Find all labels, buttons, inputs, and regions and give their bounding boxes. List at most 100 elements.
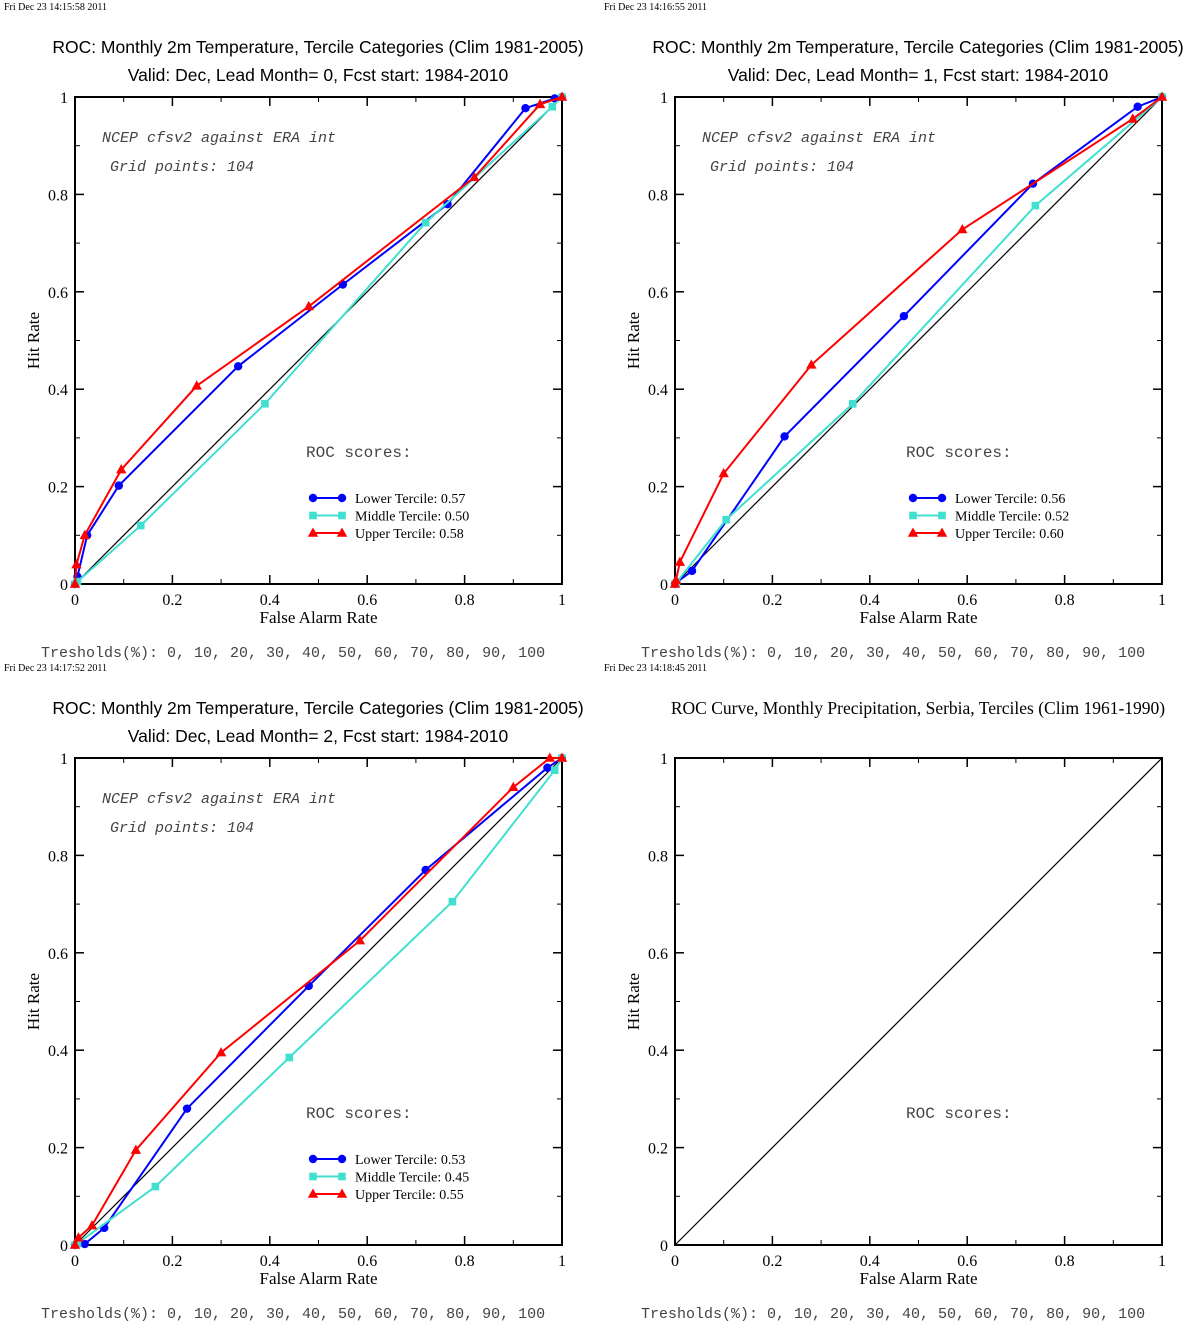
x-tick-label: 0 [71, 1253, 79, 1270]
x-tick-label: 1 [558, 1253, 566, 1270]
y-tick-label: 0.6 [48, 285, 68, 302]
data-point-lower [233, 362, 243, 371]
timestamp: Fri Dec 23 14:18:45 2011 [604, 663, 707, 674]
annotation-grid-points: Grid points: 104 [110, 159, 254, 176]
data-point-upper [86, 1220, 98, 1230]
data-point-middle [151, 1182, 160, 1191]
legend-label: Middle Tercile: 0.45 [355, 1171, 469, 1186]
data-point-upper [73, 1232, 84, 1242]
y-tick-label: 1 [660, 90, 668, 107]
legend-marker [937, 493, 947, 503]
data-point-upper [556, 91, 568, 101]
legend-item-upper: Upper Tercile: 0.58 [307, 527, 464, 542]
x-axis-label: False Alarm Rate [259, 608, 377, 627]
data-point-lower [899, 311, 909, 321]
y-axis-label: Hit Rate [24, 312, 43, 369]
legend-marker [308, 493, 318, 503]
thresholds-footer: Tresholds(%): 0, 10, 20, 30, 40, 50, 60,… [41, 1306, 545, 1322]
data-point-upper [674, 556, 686, 566]
data-point-middle [1031, 201, 1040, 210]
data-point-upper [130, 1144, 142, 1154]
y-tick-label: 0 [660, 1238, 668, 1255]
x-axis-label: False Alarm Rate [259, 1269, 377, 1288]
data-point-lower [114, 481, 124, 490]
data-point-lower [543, 763, 552, 772]
x-tick-label: 0.8 [1055, 592, 1075, 609]
data-point-middle [550, 766, 559, 774]
data-point-lower [443, 199, 452, 209]
legend-marker [308, 1154, 318, 1164]
x-axis-label: False Alarm Rate [859, 608, 977, 627]
legend-label: Middle Tercile: 0.50 [355, 510, 469, 525]
x-tick-label: 1 [1158, 1253, 1166, 1270]
y-tick-label: 0.4 [48, 382, 68, 399]
data-point-upper [116, 464, 127, 474]
data-point-upper [69, 1239, 81, 1249]
y-tick-label: 0 [660, 577, 668, 594]
data-point-lower [182, 1104, 192, 1113]
data-point-upper [556, 752, 568, 762]
chart-panel-4: Fri Dec 23 14:18:45 2011 ROC Curve, Month… [604, 663, 1166, 1322]
annotation-model: NCEP cfsv2 against ERA int [702, 130, 936, 147]
y-tick-label: 0.6 [48, 946, 68, 963]
no-skill-diagonal [74, 757, 563, 1246]
x-tick-label: 0 [71, 592, 79, 609]
x-tick-label: 0.8 [1055, 1253, 1075, 1270]
legend-marker [337, 493, 347, 503]
y-tick-label: 0.4 [648, 382, 668, 399]
chart-panel-3: Fri Dec 23 14:17:52 2011 ROC: Monthly 2m … [4, 663, 584, 1322]
chart-title: ROC: Monthly 2m Temperature, Tercile Cat… [652, 37, 1183, 57]
legend-item-middle: Middle Tercile: 0.52 [909, 510, 1069, 525]
x-tick-label: 0.8 [455, 1253, 475, 1270]
y-tick-label: 0.2 [648, 1141, 668, 1158]
data-point-middle [548, 102, 557, 111]
legend-marker [907, 527, 919, 537]
series-upper [69, 752, 568, 1249]
legend-marker [307, 527, 319, 537]
legend-item-upper: Upper Tercile: 0.55 [307, 1188, 464, 1203]
y-tick-label: 0.8 [648, 848, 668, 865]
series-upper [69, 91, 568, 588]
legend-label: Upper Tercile: 0.55 [355, 1188, 464, 1203]
series-upper [669, 91, 1168, 588]
legend-marker [338, 511, 346, 520]
x-tick-label: 0.8 [455, 592, 475, 609]
legend-label: Upper Tercile: 0.60 [955, 527, 1064, 542]
no-skill-diagonal [674, 757, 1163, 1246]
x-tick-label: 0.6 [357, 1253, 377, 1270]
no-skill-diagonal [674, 96, 1163, 585]
y-tick-label: 0 [60, 1238, 68, 1255]
roc-scores-title: ROC scores: [906, 1105, 1012, 1123]
roc-scores-title: ROC scores: [906, 444, 1012, 462]
data-point-upper [544, 752, 556, 762]
data-point-upper [354, 935, 366, 945]
x-tick-label: 1 [1158, 592, 1166, 609]
y-tick-label: 1 [660, 751, 668, 768]
data-point-upper [670, 574, 682, 584]
data-point-middle [261, 400, 269, 408]
x-tick-label: 0.6 [957, 592, 977, 609]
thresholds-footer: Tresholds(%): 0, 10, 20, 30, 40, 50, 60,… [641, 645, 1145, 662]
legend-label: Upper Tercile: 0.58 [355, 527, 464, 542]
legend-item-middle: Middle Tercile: 0.45 [309, 1171, 469, 1186]
data-point-upper [191, 380, 202, 390]
roc-scores-title: ROC scores: [306, 444, 412, 462]
legend-marker [336, 1188, 348, 1198]
legend-marker [337, 1154, 347, 1164]
y-axis-label: Hit Rate [624, 312, 643, 369]
data-point-middle [285, 1053, 294, 1062]
y-axis-label: Hit Rate [624, 973, 643, 1030]
data-point-upper [469, 171, 480, 182]
legend-marker [908, 493, 918, 503]
x-tick-label: 0.4 [260, 1253, 280, 1270]
y-tick-label: 0.2 [648, 480, 668, 497]
legend-label: Lower Tercile: 0.53 [355, 1153, 465, 1168]
timestamp: Fri Dec 23 14:16:55 2011 [604, 2, 707, 13]
chart-title: ROC: Monthly 2m Temperature, Tercile Cat… [52, 698, 583, 718]
y-tick-label: 0.8 [48, 187, 68, 204]
x-tick-label: 0.2 [162, 592, 182, 609]
roc-scores-title: ROC scores: [306, 1105, 412, 1123]
data-point-upper [303, 300, 314, 311]
x-tick-label: 0 [671, 1253, 679, 1270]
annotation-grid-points: Grid points: 104 [110, 820, 254, 837]
